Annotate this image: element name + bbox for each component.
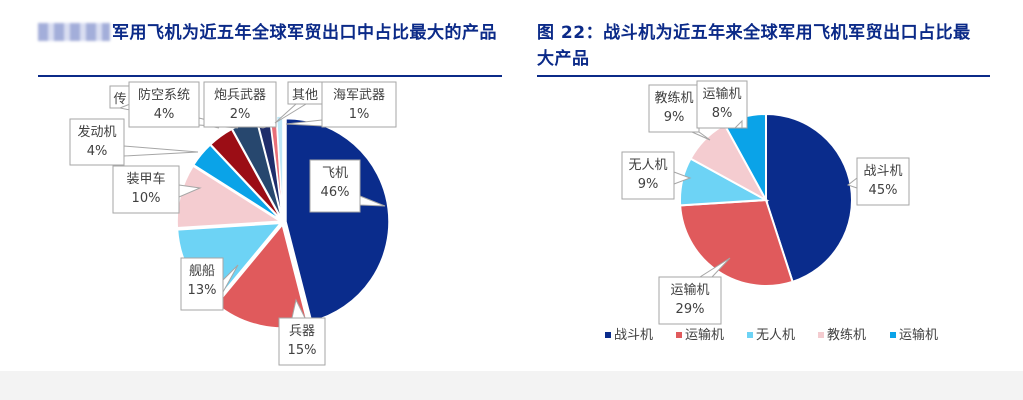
legend-swatch-3 bbox=[818, 332, 824, 338]
right-title-rule bbox=[537, 75, 990, 77]
legend-label-2: 无人机 bbox=[756, 328, 795, 343]
left-callout-2-pointer bbox=[222, 264, 239, 294]
right-callout-2-value: 9% bbox=[638, 177, 659, 192]
legend-label-1: 运输机 bbox=[685, 327, 724, 343]
legend-swatch-2 bbox=[747, 332, 753, 338]
right-callout-1-name: 运输机 bbox=[670, 282, 709, 298]
left-callout-0-name: 飞机 bbox=[322, 166, 348, 181]
left-callout-5-name: 传 bbox=[113, 92, 126, 107]
legend-swatch-4 bbox=[890, 332, 896, 338]
legend-label-3: 教练机 bbox=[827, 327, 866, 343]
left-callout-9-pointer bbox=[285, 119, 323, 127]
right-callout-1-value: 29% bbox=[676, 302, 705, 317]
left-pie-slice-4 bbox=[192, 143, 282, 221]
right-callout-3-pointer bbox=[691, 131, 711, 141]
left-chart-title-text: 军用飞机为近五年全球军贸出口中占比最大的产品 bbox=[112, 23, 497, 43]
left-callout-0-pointer bbox=[359, 195, 386, 207]
left-callout-1-name: 兵器 bbox=[289, 324, 315, 339]
left-callout-0-box bbox=[309, 159, 361, 213]
left-callout-0-value: 46% bbox=[321, 185, 350, 200]
left-callout-3-pointer bbox=[178, 184, 202, 198]
right-callout-3-value: 9% bbox=[664, 110, 685, 125]
left-callout-7-pointer bbox=[257, 126, 267, 129]
left-callout-1-value: 15% bbox=[288, 343, 317, 358]
right-callout-0-pointer bbox=[846, 176, 858, 189]
left-chart-title: 军用飞机为近五年全球军贸出口中占比最大的产品 bbox=[38, 20, 508, 46]
left-callout-9-box bbox=[321, 81, 397, 128]
left-callout-7-value: 2% bbox=[230, 107, 251, 122]
left-callout-3-name: 装甲车 bbox=[126, 171, 165, 187]
right-pie-legend: 战斗机 运输机 无人机 教练机 运输机 bbox=[605, 327, 938, 343]
right-callout-4-pointer bbox=[733, 119, 743, 129]
left-callout-9-name: 海军武器 bbox=[333, 88, 385, 103]
redacted-text bbox=[38, 23, 110, 41]
bottom-band bbox=[0, 371, 1023, 400]
right-callout-0-value: 45% bbox=[869, 183, 898, 198]
left-callout-4-value: 4% bbox=[87, 144, 108, 159]
left-callout-3-value: 10% bbox=[132, 191, 161, 206]
left-pie-slice-5 bbox=[209, 128, 282, 221]
right-callout-3-name: 教练机 bbox=[654, 90, 693, 106]
right-callout-0-box bbox=[856, 157, 910, 206]
left-callout-2-box bbox=[180, 257, 224, 311]
right-callout-0-name: 战斗机 bbox=[863, 164, 902, 179]
right-callout-2-name: 无人机 bbox=[628, 158, 667, 173]
left-pie-slice-0 bbox=[285, 117, 390, 323]
right-callout-4-box bbox=[696, 80, 748, 129]
left-callout-2-name: 舰船 bbox=[189, 264, 215, 279]
right-callout-1-pointer bbox=[698, 257, 731, 278]
right-pie-callouts: 战斗机 45% 运输机 29% 无人机 9% 教练机 9% 运输机 8% bbox=[621, 80, 910, 325]
right-callout-2-pointer bbox=[673, 171, 692, 185]
left-callout-9-value: 1% bbox=[349, 107, 370, 122]
left-callout-6-value: 4% bbox=[154, 107, 175, 122]
left-callout-4-pointer bbox=[123, 145, 199, 157]
left-callout-8-name: 其他 bbox=[292, 88, 318, 103]
left-callout-4-box bbox=[69, 118, 125, 166]
right-pie-chart bbox=[679, 112, 853, 287]
left-title-rule bbox=[38, 75, 502, 77]
left-callout-6-name: 防空系统 bbox=[138, 87, 190, 103]
left-pie-callouts: 飞机 46% 兵器 15% 舰船 13% 装甲车 10% 发动机 4% 传 防空系统 4% 炮兵武器 2% 其… bbox=[69, 81, 397, 366]
left-callout-1-pointer bbox=[291, 298, 306, 319]
left-callout-1-box bbox=[278, 317, 326, 366]
legend-swatch-0 bbox=[605, 332, 611, 338]
right-callout-4-name: 运输机 bbox=[702, 86, 741, 102]
right-callout-4-value: 8% bbox=[712, 106, 733, 121]
left-callout-6-box bbox=[128, 81, 200, 128]
left-callout-7-box bbox=[203, 81, 277, 128]
right-chart-title: 图 22：战斗机为近五年来全球军用飞机军贸出口占比最大产品 bbox=[537, 23, 971, 69]
right-callout-1-box bbox=[658, 276, 722, 325]
right-pie-slice-0 bbox=[765, 112, 853, 284]
left-callout-4-name: 发动机 bbox=[77, 124, 116, 140]
legend-label-0: 战斗机 bbox=[614, 328, 653, 343]
legend-label-4: 运输机 bbox=[899, 327, 938, 343]
left-callout-7-name: 炮兵武器 bbox=[214, 88, 266, 103]
right-callout-2-box bbox=[621, 151, 675, 200]
left-callout-3-box bbox=[112, 165, 180, 214]
left-callout-2-value: 13% bbox=[188, 283, 217, 298]
left-callout-8-pointer bbox=[274, 103, 308, 124]
legend-swatch-1 bbox=[676, 332, 682, 338]
